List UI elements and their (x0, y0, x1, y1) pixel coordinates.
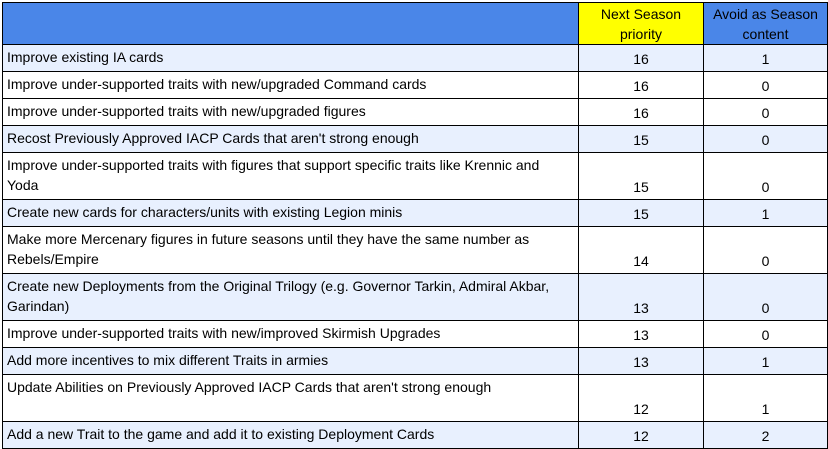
header-task (2, 2, 579, 45)
table-row: Add a new Trait to the game and add it t… (2, 421, 828, 449)
avoid-cell: 0 (703, 320, 828, 348)
priority-cell: 12 (578, 374, 704, 422)
priority-cell: 16 (578, 98, 704, 126)
priority-cell: 12 (578, 421, 704, 449)
task-cell: Make more Mercenary figures in future se… (2, 226, 579, 274)
table-row: Improve under-supported traits with new/… (2, 71, 828, 99)
priority-cell: 15 (578, 125, 704, 153)
table-row: Recost Previously Approved IACP Cards th… (2, 125, 828, 153)
table-row: Improve under-supported traits with new/… (2, 98, 828, 126)
task-cell: Improve existing IA cards (2, 44, 579, 72)
priority-cell: 13 (578, 320, 704, 348)
task-cell: Add more incentives to mix different Tra… (2, 347, 579, 375)
priority-cell: 14 (578, 226, 704, 274)
avoid-cell: 0 (703, 152, 828, 200)
table-row: Improve under-supported traits with figu… (2, 152, 828, 200)
avoid-cell: 0 (703, 98, 828, 126)
avoid-cell: 1 (703, 347, 828, 375)
task-cell: Create new cards for characters/units wi… (2, 199, 579, 227)
table-row: Update Abilities on Previously Approved … (2, 374, 828, 422)
priority-cell: 15 (578, 199, 704, 227)
avoid-cell: 1 (703, 44, 828, 72)
task-cell: Improve under-supported traits with new/… (2, 98, 579, 126)
task-cell: Improve under-supported traits with new/… (2, 71, 579, 99)
task-cell: Recost Previously Approved IACP Cards th… (2, 125, 579, 153)
priority-cell: 13 (578, 347, 704, 375)
priority-cell: 13 (578, 273, 704, 321)
task-cell: Add a new Trait to the game and add it t… (2, 421, 579, 449)
avoid-cell: 0 (703, 273, 828, 321)
avoid-cell: 2 (703, 421, 828, 449)
avoid-cell: 0 (703, 226, 828, 274)
avoid-cell: 1 (703, 199, 828, 227)
table-row: Improve existing IA cards 16 1 (2, 44, 828, 72)
avoid-cell: 0 (703, 71, 828, 99)
priority-cell: 16 (578, 44, 704, 72)
avoid-cell: 1 (703, 374, 828, 422)
task-cell: Update Abilities on Previously Approved … (2, 374, 579, 422)
table-row: Create new cards for characters/units wi… (2, 199, 828, 227)
table-row: Create new Deployments from the Original… (2, 273, 828, 321)
table-row: Add more incentives to mix different Tra… (2, 347, 828, 375)
header-next-season-priority: Next Season priority (578, 2, 704, 45)
table-row: Improve under-supported traits with new/… (2, 320, 828, 348)
priority-cell: 15 (578, 152, 704, 200)
avoid-cell: 0 (703, 125, 828, 153)
task-cell: Create new Deployments from the Original… (2, 273, 579, 321)
table-row: Make more Mercenary figures in future se… (2, 226, 828, 274)
header-avoid-as-season-content: Avoid as Season content (703, 2, 828, 45)
task-cell: Improve under-supported traits with new/… (2, 320, 579, 348)
header-row: Next Season priority Avoid as Season con… (2, 2, 828, 45)
task-cell: Improve under-supported traits with figu… (2, 152, 579, 200)
priority-cell: 16 (578, 71, 704, 99)
